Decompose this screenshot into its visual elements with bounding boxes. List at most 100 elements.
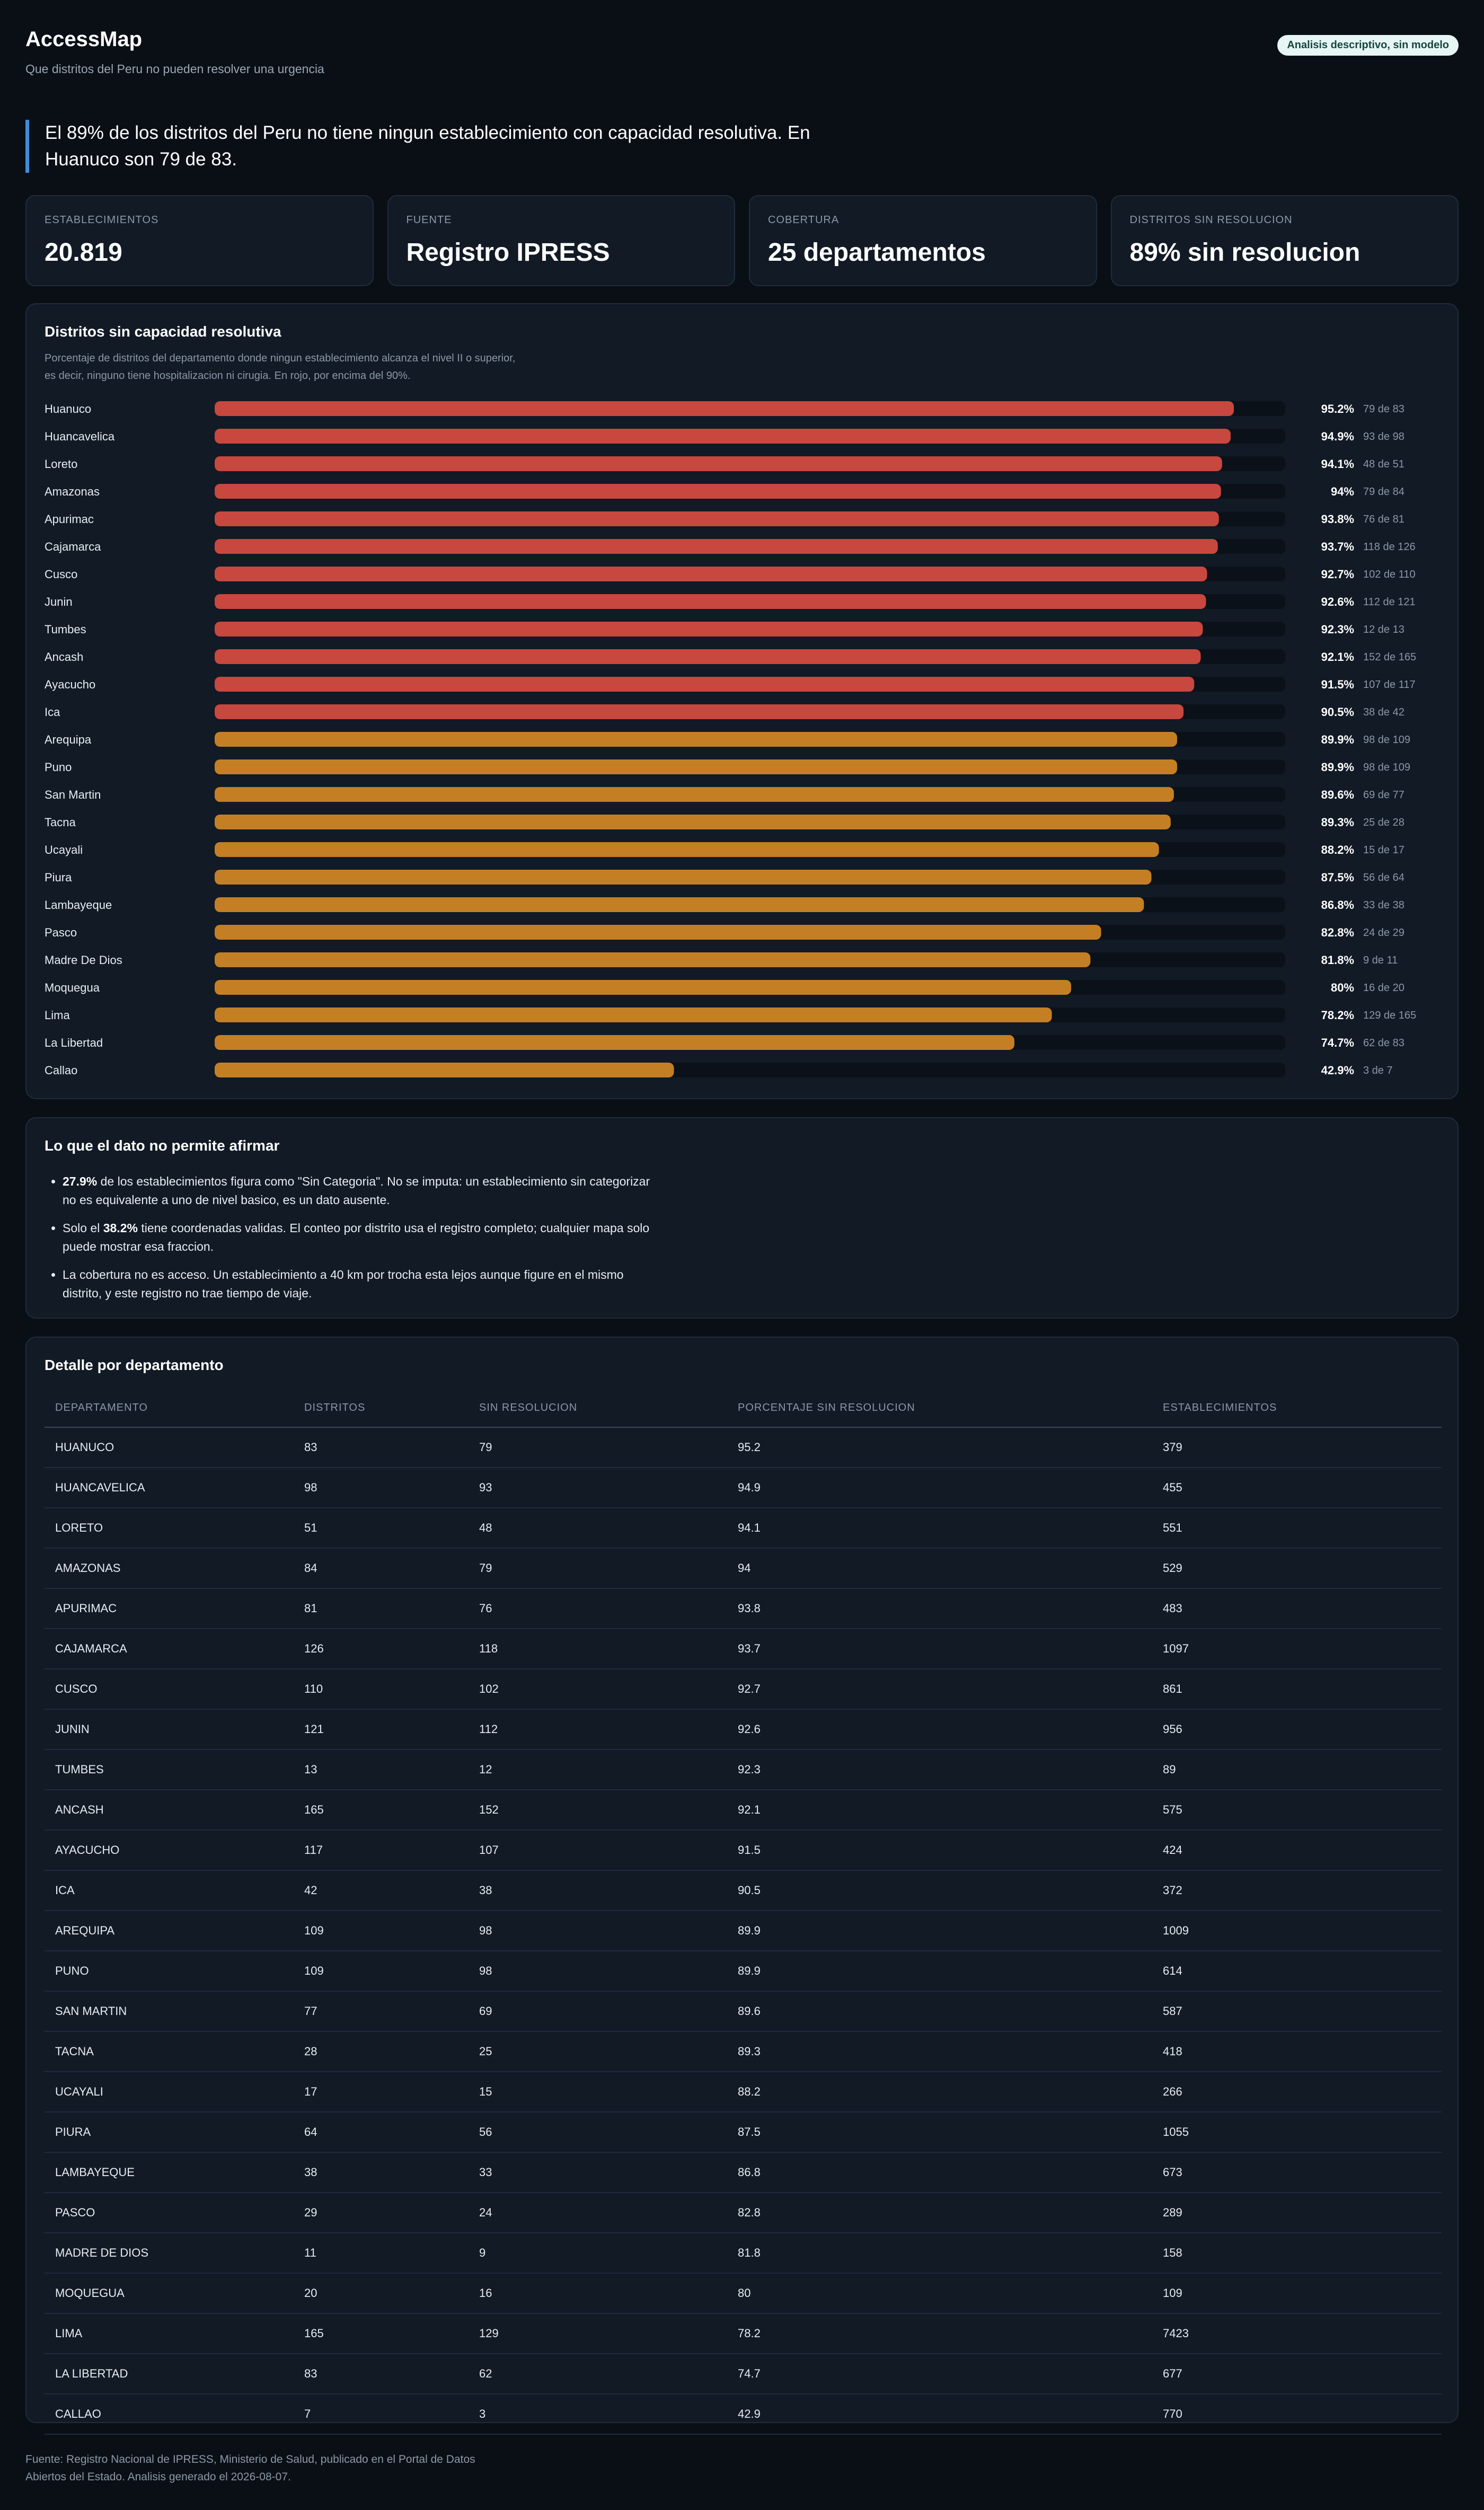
- bar-count-label: 98 de 109: [1363, 762, 1410, 773]
- bar: [215, 567, 1207, 581]
- table-cell: 110: [294, 1669, 469, 1710]
- table-cell: 126: [294, 1629, 469, 1669]
- bar-category-label: Madre De Dios: [45, 953, 122, 967]
- notes-title: Lo que el dato no permite afirmar: [45, 1137, 280, 1154]
- table-cell: 424: [1152, 1830, 1442, 1871]
- bar-category-label: Puno: [45, 761, 72, 774]
- table-cell: 89.9: [727, 1911, 1152, 1951]
- table-cell: AYACUCHO: [45, 1830, 294, 1871]
- table-row: LORETO 51 48 94.1 551: [45, 1508, 1442, 1549]
- table-row: SAN MARTIN 77 69 89.6 587: [45, 1991, 1442, 2032]
- bar-count-label: 152 de 165: [1363, 651, 1416, 663]
- app-subtitle: Que distritos del Peru no pueden resolve…: [25, 62, 324, 76]
- stat-card-fuente: FUENTE Registro IPRESS: [387, 195, 735, 286]
- stat-label: DISTRITOS SIN RESOLUCION: [1129, 214, 1293, 226]
- bar-count-label: 3 de 7: [1363, 1065, 1393, 1076]
- table-cell: APURIMAC: [45, 1588, 294, 1629]
- table-cell: 587: [1152, 1991, 1442, 2032]
- table-cell: 38: [294, 2152, 469, 2193]
- table-cell: JUNIN: [45, 1709, 294, 1750]
- bar: [215, 952, 1091, 967]
- chart-description: Porcentaje de distritos del departamento…: [45, 352, 516, 382]
- bar-category-label: San Martin: [45, 788, 101, 801]
- table-cell: 51: [294, 1508, 469, 1549]
- table-cell: 372: [1152, 1870, 1442, 1911]
- bar: [215, 815, 1171, 829]
- bar: [215, 870, 1152, 885]
- table-cell: 7423: [1152, 2313, 1442, 2354]
- table-cell: 29: [294, 2193, 469, 2233]
- bar: [215, 456, 1222, 471]
- table-cell: 117: [294, 1830, 469, 1871]
- bar-category-label: Lambayeque: [45, 898, 112, 912]
- table-cell: 48: [469, 1508, 727, 1549]
- table-cell: 81.8: [727, 2233, 1152, 2274]
- bar-category-label: Callao: [45, 1064, 77, 1077]
- table-cell: 158: [1152, 2233, 1442, 2274]
- table-cell: 78.2: [727, 2313, 1152, 2354]
- table-title: Detalle por departamento: [45, 1357, 224, 1373]
- table-cell: MADRE DE DIOS: [45, 2233, 294, 2274]
- table-cell: 88.2: [727, 2072, 1152, 2113]
- bar-value-label: 74.7%: [1321, 1036, 1354, 1049]
- table-cell: 289: [1152, 2193, 1442, 2233]
- table-cell: 25: [469, 2031, 727, 2072]
- table-cell: PIURA: [45, 2112, 294, 2153]
- table-row: APURIMAC 81 76 93.8 483: [45, 1588, 1442, 1629]
- table-row: AMAZONAS 84 79 94 529: [45, 1548, 1442, 1589]
- stat-label: COBERTURA: [768, 214, 840, 226]
- stat-value: 25 departamentos: [768, 238, 986, 267]
- note-item: La cobertura no es acceso. Un establecim…: [63, 1266, 656, 1303]
- bar: [215, 759, 1177, 774]
- table-cell: 118: [469, 1629, 727, 1669]
- bar: [215, 1007, 1052, 1022]
- bar-count-label: 69 de 77: [1363, 789, 1404, 801]
- bar-category-label: Cusco: [45, 568, 77, 581]
- table-cell: SAN MARTIN: [45, 1991, 294, 2032]
- table-cell: 1097: [1152, 1629, 1442, 1669]
- bar: [215, 1035, 1014, 1050]
- bar: [215, 511, 1219, 526]
- stat-label: FUENTE: [406, 214, 452, 226]
- bar-category-label: Cajamarca: [45, 540, 101, 553]
- table-cell: 92.7: [727, 1669, 1152, 1710]
- bar-value-label: 94%: [1331, 485, 1354, 498]
- bar-value-label: 94.9%: [1321, 430, 1354, 443]
- stat-card-cobertura: COBERTURA 25 departamentos: [749, 195, 1097, 286]
- chart-title: Distritos sin capacidad resolutiva: [45, 323, 281, 340]
- table-cell: 92.1: [727, 1790, 1152, 1831]
- bar-category-label: Huanuco: [45, 402, 91, 416]
- table-cell: 89: [1152, 1749, 1442, 1790]
- table-cell: 82.8: [727, 2193, 1152, 2233]
- bar: [215, 704, 1184, 719]
- bar-count-label: 118 de 126: [1363, 541, 1416, 553]
- table-cell: 89.9: [727, 1951, 1152, 1992]
- table-cell: LORETO: [45, 1508, 294, 1549]
- table-cell: 770: [1152, 2394, 1442, 2435]
- department-table: DEPARTAMENTO DISTRITOS SIN RESOLUCION PO…: [45, 1389, 1442, 2435]
- table-cell: 1009: [1152, 1911, 1442, 1951]
- bar-value-label: 92.7%: [1321, 568, 1354, 581]
- table-cell: CALLAO: [45, 2394, 294, 2435]
- table-cell: 42: [294, 1870, 469, 1911]
- bar-count-label: 76 de 81: [1363, 514, 1404, 525]
- bar-value-label: 81.8%: [1321, 953, 1354, 967]
- table-cell: 165: [294, 1790, 469, 1831]
- table-cell: 266: [1152, 2072, 1442, 2113]
- table-cell: 64: [294, 2112, 469, 2153]
- table-cell: 24: [469, 2193, 727, 2233]
- table-cell: 455: [1152, 1468, 1442, 1508]
- table-cell: CUSCO: [45, 1669, 294, 1710]
- bar-value-label: 87.5%: [1321, 871, 1354, 884]
- table-cell: 92.3: [727, 1749, 1152, 1790]
- note-item: 27.9% de los establecimientos figura com…: [63, 1172, 656, 1209]
- table-cell: 956: [1152, 1709, 1442, 1750]
- bar-category-label: Apurimac: [45, 512, 94, 526]
- table-cell: 89.6: [727, 1991, 1152, 2032]
- bar-value-label: 93.7%: [1321, 540, 1354, 553]
- table-cell: 15: [469, 2072, 727, 2113]
- bar: [215, 842, 1159, 857]
- bar-category-label: Ica: [45, 705, 60, 719]
- table-cell: 129: [469, 2313, 727, 2354]
- table-row: CUSCO 110 102 92.7 861: [45, 1669, 1442, 1710]
